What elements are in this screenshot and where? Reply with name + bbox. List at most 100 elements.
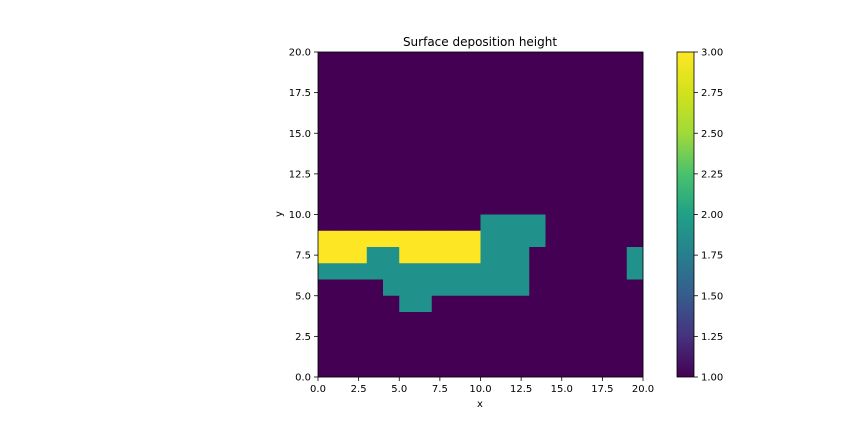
heatmap-cell [529,295,546,313]
heatmap-cell [415,117,433,134]
heatmap-cell [464,328,481,345]
y-tick-label: 15.0 [289,129,311,140]
heatmap-cell [610,328,628,345]
colorbar-tick-label: 2.75 [701,88,723,99]
heatmap-cell [448,312,465,329]
colorbar-tick-label: 1.75 [701,251,723,262]
heatmap-cell [626,344,644,362]
heatmap-cell [464,344,481,362]
heatmap-cell [578,165,595,183]
heatmap-cell [318,68,335,85]
heatmap-cell [350,230,368,248]
heatmap-cell [480,52,498,69]
heatmap-cell [578,198,595,215]
heatmap-cell [513,52,530,69]
heatmap-cell [496,279,514,297]
heatmap-cell [334,84,351,102]
colorbar-tick-label: 2.25 [701,169,723,180]
heatmap-cell [626,230,644,248]
heatmap-cell [529,52,546,69]
heatmap-cell [399,100,416,118]
heatmap-cell [366,360,384,378]
heatmap-cell [610,214,628,232]
heatmap-cell [561,230,579,248]
heatmap-cell [529,230,546,248]
heatmap-cell [366,230,384,248]
heatmap-cell [626,100,644,118]
heatmap-cell [513,312,530,329]
heatmap-cell [545,182,563,199]
heatmap-cell [464,312,481,329]
heatmap-cell [496,344,514,362]
heatmap-cell [334,279,351,297]
heatmap-cell [464,182,481,199]
heatmap-cell [480,149,498,167]
heatmap-cell [578,68,595,85]
heatmap-cell [513,100,530,118]
colorbar-tick-label: 1.00 [701,373,723,384]
heatmap-cell [626,214,644,232]
heatmap-cell [529,344,546,362]
heatmap-cell [626,247,644,264]
heatmap-cell [610,230,628,248]
heatmap-cell [513,84,530,102]
heatmap-cell [464,52,481,69]
heatmap-cell [545,344,563,362]
heatmap-cell [318,214,335,232]
heatmap-cell [578,247,595,264]
heatmap-cell [431,84,449,102]
heatmap-cell [594,84,611,102]
y-axis-label: y [274,211,285,217]
heatmap-cell [561,117,579,134]
heatmap-cell [431,165,449,183]
heatmap-cell [626,182,644,199]
heatmap-cell [529,263,546,280]
heatmap-cell [545,68,563,85]
x-axis-label: x [477,399,483,410]
heatmap-cell [578,312,595,329]
heatmap-cell [626,360,644,378]
heatmap-cell [350,263,368,280]
colorbar-tick-label: 1.50 [701,291,723,302]
heatmap-cell [350,214,368,232]
heatmap-cell [480,230,498,248]
heatmap-cell [383,214,400,232]
heatmap-cell [399,84,416,102]
heatmap-cell [561,328,579,345]
heatmap-cell [480,247,498,264]
heatmap-cell [529,100,546,118]
heatmap-cell [626,68,644,85]
heatmap-cell [431,247,449,264]
heatmap-cell [561,295,579,313]
heatmap-cell [431,100,449,118]
heatmap-cell [594,230,611,248]
colorbar-tick-label: 1.25 [701,332,723,343]
heatmap-cell [415,344,433,362]
heatmap-cell [318,328,335,345]
heatmap-cell [334,52,351,69]
heatmap-cell [415,263,433,280]
heatmap-cell [431,52,449,69]
heatmap-cell [464,198,481,215]
x-tick-label: 2.5 [351,384,367,395]
heatmap-cell [431,263,449,280]
heatmap-cell [610,84,628,102]
heatmap-cell [561,149,579,167]
heatmap-cell [415,360,433,378]
heatmap-cell [350,100,368,118]
heatmap-cell [366,117,384,134]
heatmap-cell [431,68,449,85]
heatmap-cell [480,263,498,280]
heatmap-cell [529,312,546,329]
heatmap-cell [334,182,351,199]
heatmap-cell [578,230,595,248]
heatmap-cell [496,165,514,183]
heatmap-cell [496,230,514,248]
heatmap-cell [561,214,579,232]
heatmap-cell [545,312,563,329]
heatmap-cell [594,149,611,167]
heatmap-cell [529,247,546,264]
heatmap-cell [513,198,530,215]
heatmap-cell [496,263,514,280]
